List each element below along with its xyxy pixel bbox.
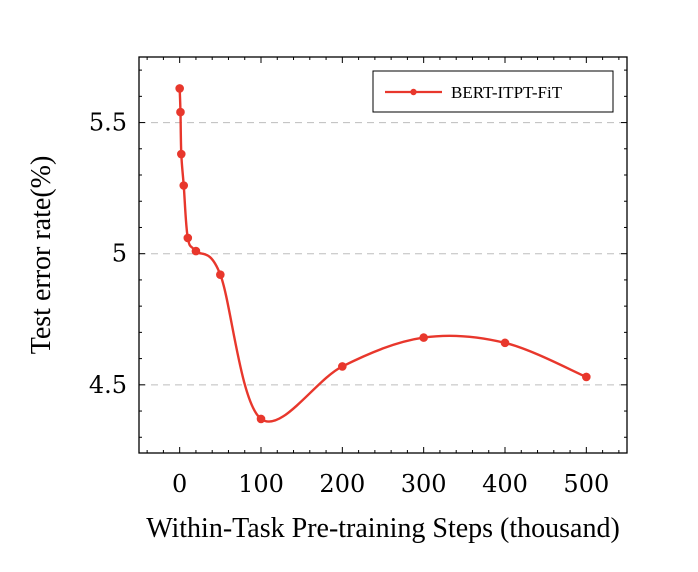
x-axis-title: Within-Task Pre-training Steps (thousand… [146, 513, 620, 544]
data-point-3 [179, 181, 189, 190]
y-tick-label-4.5: 4.5 [89, 371, 127, 399]
x-tick-label-200: 200 [319, 470, 365, 498]
legend: BERT-ITPT-FiT [372, 70, 614, 113]
x-tick-label-400: 400 [482, 470, 528, 498]
data-point-8 [338, 362, 347, 371]
series-line [178, 88, 587, 423]
x-tick-label-100: 100 [238, 470, 284, 498]
data-point-0 [175, 84, 184, 93]
data-point-2 [176, 149, 186, 159]
data-point-7 [256, 414, 266, 424]
data-points [175, 84, 591, 424]
data-point-10 [500, 338, 510, 348]
data-point-1 [176, 107, 185, 117]
plot-area-frame [138, 56, 628, 454]
series-curve [178, 88, 587, 423]
data-point-9 [419, 333, 428, 342]
x-tick-label-500: 500 [563, 470, 609, 498]
legend-marker-swatch [410, 88, 417, 96]
data-point-6 [216, 270, 225, 279]
axis-ticks [139, 57, 627, 453]
grid-lines [139, 122, 627, 386]
x-tick-label-300: 300 [401, 470, 447, 498]
y-axis-title: Test error rate(%) [26, 156, 57, 355]
data-point-11 [582, 372, 591, 382]
y-tick-label-5: 5 [112, 240, 127, 268]
tick-labels: 0 100 200 300 400 500 4.5 5 5.5 [89, 109, 609, 498]
data-point-4 [183, 233, 193, 243]
y-tick-label-5.5: 5.5 [89, 109, 127, 137]
x-tick-label-0: 0 [172, 470, 187, 498]
data-point-5 [191, 246, 201, 256]
legend-entry-label: BERT-ITPT-FiT [451, 83, 563, 102]
